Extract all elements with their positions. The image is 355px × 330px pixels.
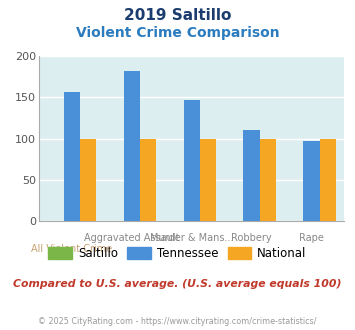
Text: 2019 Saltillo: 2019 Saltillo [124, 8, 231, 23]
Text: Violent Crime Comparison: Violent Crime Comparison [76, 26, 279, 40]
Bar [320, 139, 336, 221]
Bar [244, 130, 260, 221]
Text: Aggravated Assault: Aggravated Assault [84, 233, 180, 243]
Bar [303, 141, 320, 221]
Bar [64, 91, 80, 221]
Text: Murder & Mans...: Murder & Mans... [150, 233, 234, 243]
Legend: Saltillo, Tennessee, National: Saltillo, Tennessee, National [44, 242, 311, 264]
Bar [200, 139, 216, 221]
Bar [184, 100, 200, 221]
Text: © 2025 CityRating.com - https://www.cityrating.com/crime-statistics/: © 2025 CityRating.com - https://www.city… [38, 317, 317, 326]
Text: Compared to U.S. average. (U.S. average equals 100): Compared to U.S. average. (U.S. average … [13, 279, 342, 289]
Text: Robbery: Robbery [231, 233, 272, 243]
Bar [140, 139, 156, 221]
Bar [124, 71, 140, 221]
Bar [260, 139, 276, 221]
Text: Rape: Rape [299, 233, 324, 243]
Text: All Violent Crime: All Violent Crime [31, 244, 113, 254]
Bar [80, 139, 96, 221]
